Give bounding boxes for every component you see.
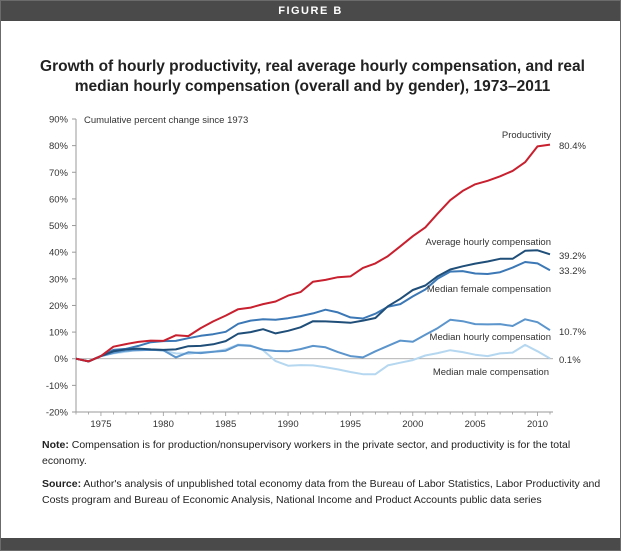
series-name-label: Median female compensation bbox=[427, 284, 551, 295]
series-end-value: 0.1% bbox=[559, 355, 581, 366]
x-tick-label: 1985 bbox=[215, 419, 236, 430]
y-tick-label: 30% bbox=[49, 274, 69, 285]
series-name-label: Productivity bbox=[502, 130, 551, 141]
y-tick-label: 20% bbox=[49, 301, 69, 312]
series-line-1 bbox=[75, 249, 551, 363]
y-tick-label: 40% bbox=[49, 248, 69, 259]
x-tick-label: 1995 bbox=[340, 419, 361, 430]
chart-area: 90% 80% 70% 60% 50% 40% 30% 20% 10% 0% -10% -20% 19… bbox=[46, 115, 587, 431]
note-paragraph: Note: Compensation is for production/non… bbox=[42, 438, 607, 469]
y-tick-label: -20% bbox=[46, 408, 69, 419]
y-tick-label: 70% bbox=[49, 168, 69, 179]
series-end-value: 33.2% bbox=[559, 266, 586, 277]
series-end-value: 39.2% bbox=[559, 251, 586, 262]
y-tick-label: 60% bbox=[49, 194, 69, 205]
x-tick-label: 1980 bbox=[153, 419, 174, 430]
y-tick-label: 0% bbox=[54, 354, 68, 365]
note-label: Note: bbox=[42, 439, 69, 451]
series-labels: Productivity 80.4% Average hourly compensa… bbox=[425, 130, 586, 378]
source-paragraph: Source: Author's analysis of unpublished… bbox=[42, 477, 607, 508]
source-label: Source: bbox=[42, 478, 82, 490]
note-text: Compensation is for production/nonsuperv… bbox=[42, 439, 571, 467]
source-text: Author's analysis of unpublished total e… bbox=[42, 478, 601, 506]
series-name-label: Average hourly compensation bbox=[425, 237, 551, 248]
y-axis: 90% 80% 70% 60% 50% 40% 30% 20% 10% 0% -10% -20% bbox=[46, 115, 77, 419]
series-name-label: Median hourly compensation bbox=[430, 332, 551, 343]
figure-footer-bar bbox=[1, 538, 620, 550]
x-axis: 1975 1980 1985 1990 1995 2000 2005 2010 bbox=[75, 358, 553, 430]
x-tick-label: 1975 bbox=[90, 419, 111, 430]
y-tick-label: -10% bbox=[46, 381, 69, 392]
y-tick-label: 90% bbox=[49, 115, 69, 126]
x-tick-label: 1990 bbox=[277, 419, 298, 430]
series-line-0 bbox=[75, 143, 551, 363]
y-tick-label: 80% bbox=[49, 141, 69, 152]
series-line-2 bbox=[75, 261, 551, 363]
x-tick-label: 2010 bbox=[527, 419, 548, 430]
series-end-value: 80.4% bbox=[559, 141, 586, 152]
y-axis-label: Cumulative percent change since 1973 bbox=[84, 115, 248, 126]
y-tick-label: 10% bbox=[49, 328, 69, 339]
chart-title: Growth of hourly productivity, real aver… bbox=[40, 58, 585, 95]
notes: Note: Compensation is for production/non… bbox=[42, 438, 607, 516]
figure-header: FIGURE B bbox=[1, 1, 620, 21]
x-tick-label: 2005 bbox=[465, 419, 486, 430]
series-lines bbox=[75, 143, 551, 376]
y-tick-label: 50% bbox=[49, 221, 69, 232]
x-tick-label: 2000 bbox=[402, 419, 423, 430]
series-end-value: 10.7% bbox=[559, 327, 586, 338]
series-name-label: Median male compensation bbox=[433, 367, 549, 378]
